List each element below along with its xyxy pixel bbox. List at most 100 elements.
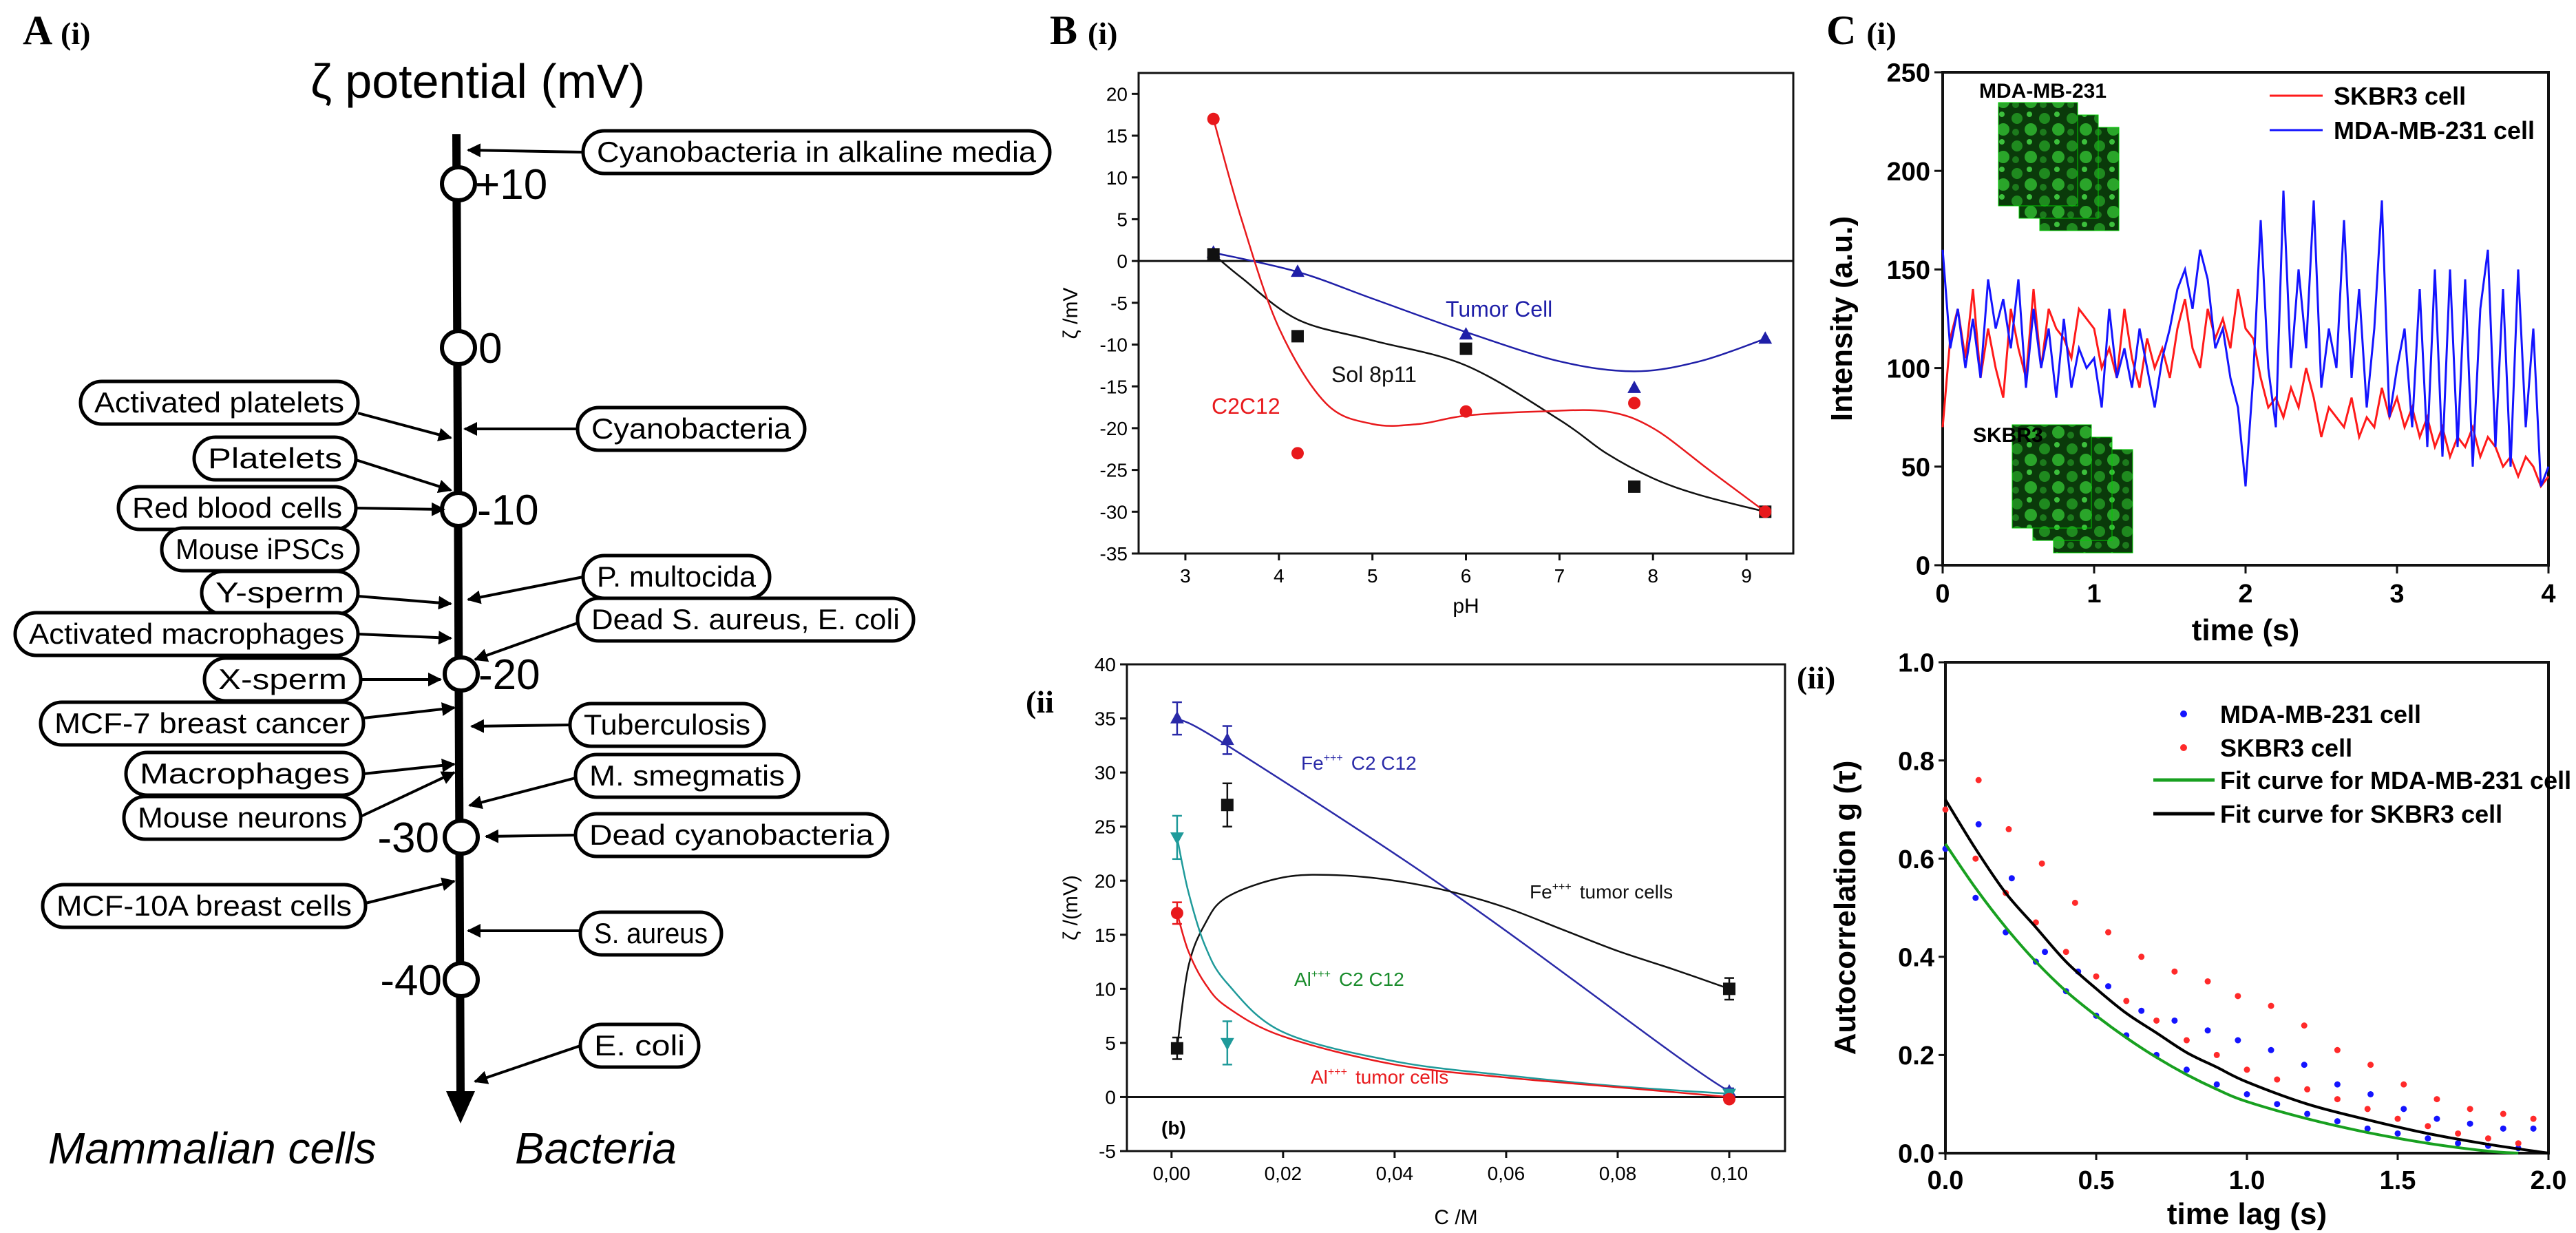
data-point: [2484, 1135, 2491, 1142]
data-point: [2244, 1090, 2250, 1097]
data-point: [2530, 1125, 2537, 1132]
data-point: [2467, 1106, 2473, 1113]
data-point-triangle: [1459, 327, 1473, 340]
data-point: [1975, 777, 1982, 783]
fit-curve: [1176, 874, 1730, 1048]
y-axis-label: ζ /mV: [1059, 288, 1082, 339]
x-tick-label: 4: [1274, 565, 1285, 587]
data-point: [2304, 1110, 2311, 1117]
data-point-triangle: [1220, 733, 1234, 746]
mammalian-cell-label: Activated macrophages: [13, 611, 452, 657]
legend-label: MDA-MB-231 cell: [2334, 116, 2535, 145]
label-text: M. smegmatis: [589, 759, 785, 792]
fit-curve: [1212, 118, 1766, 513]
y-tick-label: 250: [1887, 59, 1930, 88]
label-text: Tuberculosis: [584, 708, 750, 741]
plot-frame: [1126, 663, 1786, 1152]
data-point: [1972, 855, 1979, 862]
pointer-arrow-icon: [355, 459, 452, 494]
label-box: [78, 379, 360, 426]
x-tick-label: 3: [1180, 565, 1191, 587]
data-point: [2455, 1130, 2462, 1137]
group-label-bacteria: Bacteria: [515, 1124, 677, 1173]
data-point: [2105, 929, 2112, 936]
label-text: X-sperm: [218, 663, 347, 695]
y-tick-label: 150: [1887, 256, 1930, 285]
data-point-circle: [1170, 907, 1183, 920]
zeta-tick-label: -40: [380, 957, 442, 1004]
axis-arrowhead-icon: [446, 1091, 475, 1124]
data-point: [1975, 821, 1982, 828]
ion-charge: +++: [1328, 1066, 1347, 1078]
zeta-tick-label: +10: [475, 161, 547, 209]
data-point: [2204, 978, 2211, 984]
label-box: [41, 883, 368, 929]
pointer-arrow-icon: [363, 702, 456, 719]
x-tick-label: 7: [1554, 565, 1565, 587]
y-tick-label: 15: [1106, 125, 1128, 147]
x-tick-label: 0,04: [1376, 1163, 1414, 1184]
ion-symbol: Fe: [1530, 881, 1552, 903]
bacteria-label: Dead S. aureus, E. coli: [474, 596, 916, 662]
y-tick-label: 50: [1901, 453, 1930, 482]
label-box: [122, 794, 363, 841]
data-point: [2268, 1002, 2274, 1009]
series-annotation: Al+++ tumor cells: [1311, 1066, 1448, 1088]
fit-curve: [1176, 837, 1730, 1095]
series-annotation: Fe+++ C2 C12: [1301, 752, 1417, 774]
pointer-arrow-icon: [355, 502, 445, 516]
data-point: [2425, 1135, 2431, 1142]
y-tick-label: 25: [1095, 816, 1116, 838]
x-axis-label: C /M: [1434, 1206, 1477, 1229]
y-axis-label: ζ /(mV): [1059, 875, 1082, 940]
y-tick-label: -25: [1100, 460, 1128, 481]
label-text: S. aureus: [594, 917, 708, 949]
cell-image-frame: [2012, 424, 2092, 529]
tick-marker-icon: [440, 165, 477, 202]
y-tick-label: 5: [1105, 1033, 1116, 1054]
intensity-trace: [1941, 288, 2550, 489]
data-point-circle: [1759, 505, 1772, 518]
data-point-square: [1459, 342, 1472, 355]
pointer-arrow-icon: [360, 771, 456, 818]
x-tick-label: 0.0: [1928, 1166, 1964, 1195]
label-text: Cyanobacteria: [591, 412, 792, 445]
data-point: [2530, 1115, 2537, 1122]
fit-curve: [1176, 913, 1730, 1098]
data-point: [2235, 1037, 2241, 1044]
data-point: [2274, 1101, 2281, 1108]
data-point-circle: [1459, 405, 1472, 418]
pointer-arrow-icon: [474, 622, 578, 662]
data-point: [2400, 1081, 2407, 1088]
y-tick-label: 0.4: [1898, 943, 1934, 972]
data-point: [2334, 1046, 2341, 1053]
fit-curve: [1944, 799, 2549, 1155]
series-annotation: C2C12: [1212, 394, 1280, 419]
label-box: [192, 435, 358, 482]
y-tick-label: 40: [1095, 654, 1116, 675]
panel-tag: (b): [1161, 1117, 1186, 1139]
panel-label-b-ii: (ii: [1026, 684, 1054, 719]
series-2: C2C12: [1207, 112, 1772, 518]
data-point: [1972, 894, 1979, 901]
ion-charge: +++: [1552, 881, 1572, 893]
x-axis-label: pH: [1453, 595, 1479, 618]
pointer-arrow-icon: [365, 877, 456, 905]
x-tick-label: 0: [1935, 580, 1950, 609]
label-box: [39, 700, 366, 747]
zeta-tick-label: -10: [477, 487, 539, 534]
legend-marker: [2180, 744, 2187, 751]
y-tick-label: 20: [1095, 870, 1116, 892]
mammalian-cell-label: Y-sperm: [200, 569, 452, 616]
data-point: [2071, 899, 2078, 906]
pointer-arrow-icon: [468, 777, 576, 810]
label-text: Cyanobacteria in alkaline media: [597, 136, 1037, 168]
data-point: [2138, 1007, 2145, 1014]
cell-image-stack: [1998, 102, 2120, 231]
legend-marker: [2180, 710, 2187, 717]
y-tick-label: -20: [1100, 418, 1128, 439]
fit-curve: [1944, 843, 2519, 1155]
x-tick-label: 5: [1367, 565, 1378, 587]
mammalian-cell-label: Activated platelets: [78, 379, 452, 442]
data-point: [2394, 1130, 2401, 1137]
